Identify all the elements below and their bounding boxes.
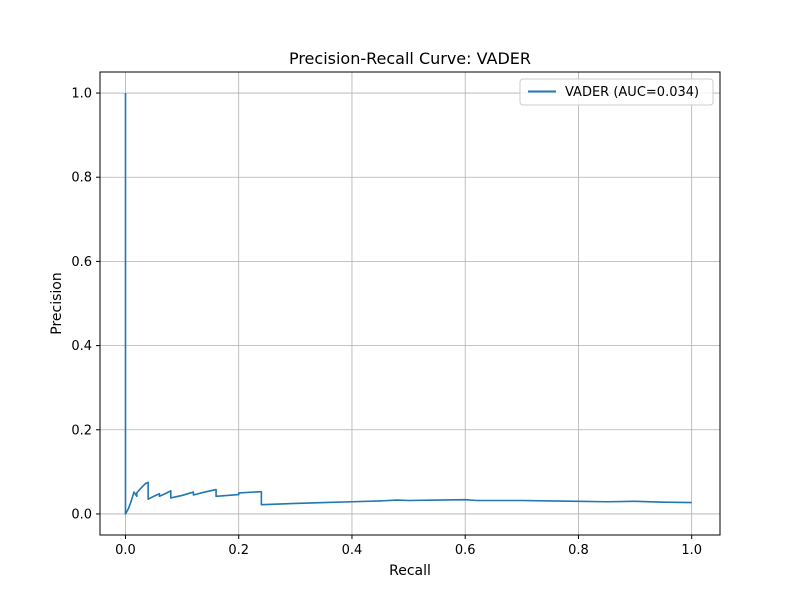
series-line-vader [124,93,692,515]
y-tick-label: 0.6 [71,255,92,270]
x-tick-label: 0.8 [568,543,589,558]
x-tick-label: 1.0 [681,543,702,558]
grid-lines [100,72,720,535]
y-tick-label: 1.0 [71,87,92,102]
plot-frame [99,71,721,536]
y-axis-label: Precision [49,272,65,334]
y-tick-label: 0.0 [71,507,92,522]
plot-area [124,93,692,515]
y-tick-label: 0.8 [71,171,92,186]
x-axis-label: Recall [389,563,431,579]
legend-box [519,78,714,106]
y-tick-label: 0.2 [71,423,92,438]
x-tick-label: 0.2 [228,543,249,558]
chart-title: Precision-Recall Curve: VADER [289,49,531,68]
axis-ticks: 0.0 0.2 0.4 0.6 0.8 1.0 0.0 0.2 0.4 0.6 0.8 1.0 [71,87,702,558]
x-tick-label: 0.6 [455,543,476,558]
legend: VADER (AUC=0.034) [519,78,714,106]
x-tick-label: 0.4 [342,543,363,558]
legend-label-vader: VADER (AUC=0.034) [565,85,699,100]
y-tick-label: 0.4 [71,339,92,354]
x-tick-label: 0.0 [115,543,136,558]
